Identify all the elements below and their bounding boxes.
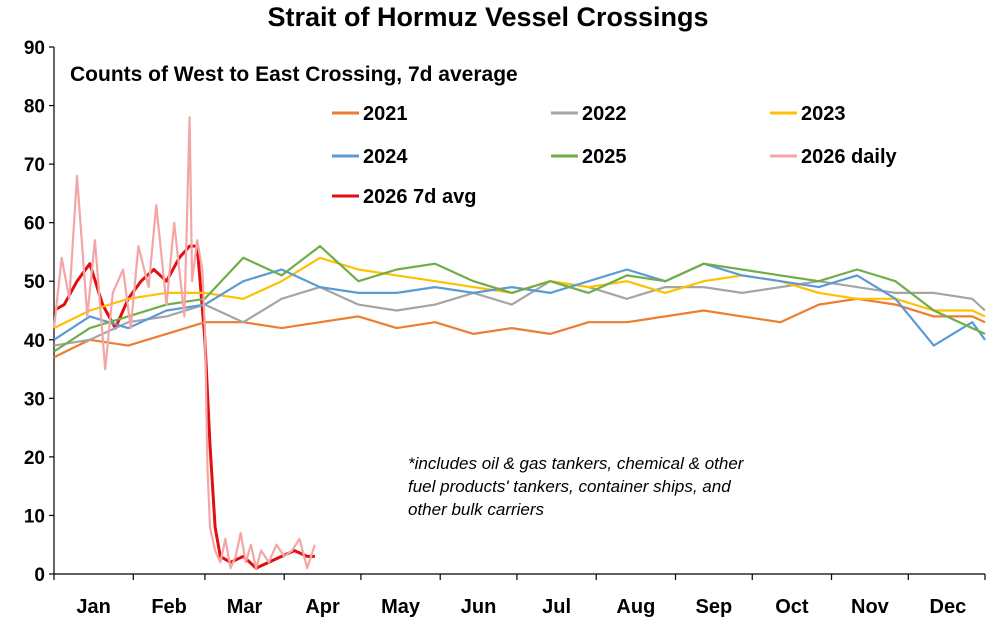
footnote: *includes oil & gas tankers, chemical & … bbox=[408, 454, 745, 519]
y-tick-label: 40 bbox=[24, 331, 45, 352]
x-tick-label: Sep bbox=[696, 596, 733, 618]
legend-label: 2026 7d avg bbox=[363, 186, 476, 208]
y-tick-label: 0 bbox=[34, 565, 45, 586]
legend-label: 2023 bbox=[801, 103, 846, 125]
x-tick-label: Feb bbox=[151, 596, 187, 618]
series-line-2022 bbox=[53, 280, 986, 347]
series-line-2024 bbox=[53, 262, 986, 347]
y-tick-label: 70 bbox=[24, 155, 45, 176]
y-tick-label: 90 bbox=[24, 38, 45, 59]
x-tick-label: Mar bbox=[227, 596, 263, 618]
footnote-line-3: other bulk carriers bbox=[408, 500, 545, 519]
y-tick-label: 10 bbox=[24, 506, 45, 527]
legend-label: 2022 bbox=[582, 103, 627, 125]
y-tick-label: 50 bbox=[24, 272, 45, 293]
x-tick-label: Apr bbox=[305, 596, 340, 618]
plot-lines bbox=[52, 116, 986, 570]
legend-label: 2026 daily bbox=[801, 146, 898, 168]
x-tick-label: Nov bbox=[851, 596, 890, 618]
x-tick-label: May bbox=[381, 596, 421, 618]
y-tick-label: 20 bbox=[24, 448, 45, 469]
x-tick-label: Dec bbox=[930, 596, 967, 618]
y-tick-label: 80 bbox=[24, 97, 45, 118]
y-tick-label: 60 bbox=[24, 214, 45, 235]
x-tick-label: Aug bbox=[616, 596, 655, 618]
y-tick-label: 30 bbox=[24, 389, 45, 410]
x-tick-label: Oct bbox=[775, 596, 809, 618]
footnote-line-1: *includes oil & gas tankers, chemical & … bbox=[408, 454, 745, 473]
footnote-line-2: fuel products' tankers, container ships,… bbox=[408, 477, 731, 496]
chart-subtitle: Counts of West to East Crossing, 7d aver… bbox=[70, 63, 518, 86]
series-line-2025 bbox=[53, 245, 986, 353]
x-tick-label: Jun bbox=[461, 596, 497, 618]
legend-label: 2025 bbox=[582, 146, 627, 168]
legend: 2021 2022 2023 2024 2025 2026 daily 2026 7d av… bbox=[332, 103, 898, 208]
x-tick-label: Jul bbox=[542, 596, 571, 618]
x-tick-label: Jan bbox=[76, 596, 110, 618]
axes: 0 10 20 30 40 50 60 70 80 90 Jan Feb Mar Apr May Jun Jul… bbox=[24, 38, 986, 618]
legend-label: 2024 bbox=[363, 146, 408, 168]
series-line-2021 bbox=[53, 297, 986, 359]
chart-title: Strait of Hormuz Vessel Crossings bbox=[267, 2, 708, 32]
legend-label: 2021 bbox=[363, 103, 408, 125]
series-line-2026-daily bbox=[52, 116, 316, 570]
